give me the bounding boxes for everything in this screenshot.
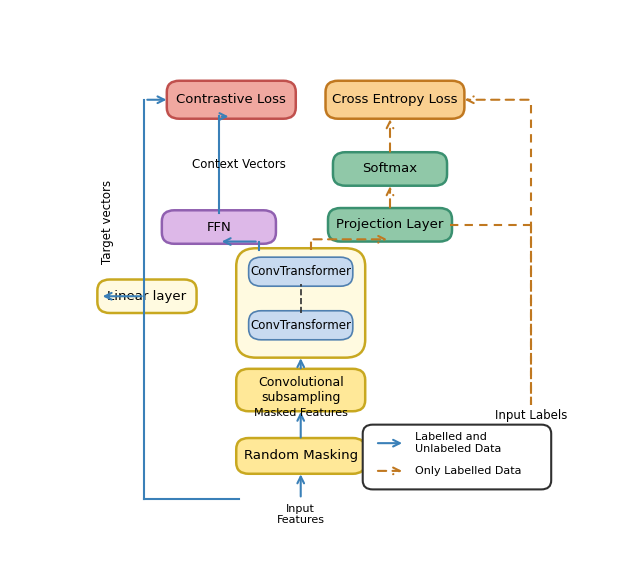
FancyBboxPatch shape xyxy=(326,81,465,119)
FancyBboxPatch shape xyxy=(328,208,452,241)
FancyBboxPatch shape xyxy=(167,81,296,119)
FancyBboxPatch shape xyxy=(333,152,447,186)
Text: Context Vectors: Context Vectors xyxy=(192,158,285,171)
Text: ConvTransformer: ConvTransformer xyxy=(250,319,351,332)
Text: Projection Layer: Projection Layer xyxy=(336,218,444,231)
FancyBboxPatch shape xyxy=(236,438,365,474)
Text: Only Labelled Data: Only Labelled Data xyxy=(415,466,522,476)
Text: Target vectors: Target vectors xyxy=(100,179,114,263)
Text: Contrastive Loss: Contrastive Loss xyxy=(177,93,286,106)
FancyBboxPatch shape xyxy=(236,248,365,358)
Text: Input
Features: Input Features xyxy=(276,503,324,525)
Text: Linear layer: Linear layer xyxy=(108,290,186,303)
Text: ConvTransformer: ConvTransformer xyxy=(250,265,351,278)
FancyBboxPatch shape xyxy=(236,369,365,411)
Text: Convolutional
subsampling: Convolutional subsampling xyxy=(258,376,344,404)
FancyBboxPatch shape xyxy=(363,425,551,490)
Text: Masked Features: Masked Features xyxy=(254,408,348,418)
Text: Softmax: Softmax xyxy=(362,162,417,176)
Text: FFN: FFN xyxy=(207,220,231,234)
FancyBboxPatch shape xyxy=(97,280,196,313)
Text: Input Labels: Input Labels xyxy=(495,409,568,422)
Text: Cross Entropy Loss: Cross Entropy Loss xyxy=(332,93,458,106)
FancyBboxPatch shape xyxy=(162,211,276,244)
Text: Labelled and
Unlabeled Data: Labelled and Unlabeled Data xyxy=(415,432,501,454)
FancyBboxPatch shape xyxy=(248,257,353,286)
Text: Random Masking: Random Masking xyxy=(244,450,358,462)
FancyBboxPatch shape xyxy=(248,311,353,340)
